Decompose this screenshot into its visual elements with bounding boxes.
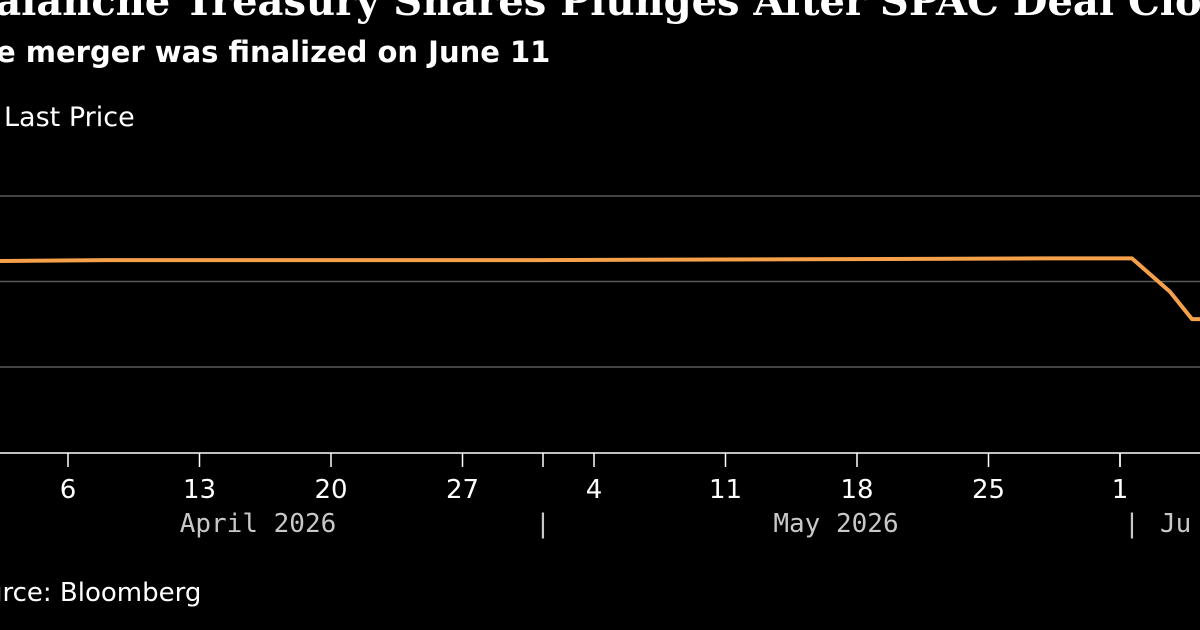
- x-tick-label: 18: [840, 475, 873, 505]
- x-tick-label: 27: [446, 475, 479, 505]
- last-price-line: [0, 256, 1200, 322]
- gridlines: [0, 195, 1200, 368]
- x-axis-ticks: 6 13 20 27 4 11 18 25 1: [60, 453, 1129, 505]
- month-labels: April 2026 May 2026 Ju | |: [180, 509, 1192, 539]
- x-tick-label: 6: [60, 475, 77, 505]
- month-label: May 2026: [773, 509, 898, 539]
- legend-last-price: Last Price: [4, 102, 135, 133]
- source-note: urce: Bloomberg: [0, 578, 202, 608]
- x-tick-label: 13: [183, 475, 216, 505]
- x-tick-label: 11: [709, 475, 742, 505]
- month-label: Ju: [1160, 509, 1191, 539]
- month-separator: |: [535, 509, 551, 539]
- x-tick-label: 4: [586, 475, 603, 505]
- month-separator: |: [1124, 509, 1140, 539]
- chart-title: valanche Treasury Shares Plunges After S…: [0, 0, 1200, 25]
- x-tick-label: 1: [1112, 475, 1129, 505]
- month-label: April 2026: [180, 509, 337, 539]
- x-tick-label: 25: [972, 475, 1005, 505]
- chart-subtitle: e merger was finalized on June 11: [0, 35, 551, 69]
- x-tick-label: 20: [314, 475, 347, 505]
